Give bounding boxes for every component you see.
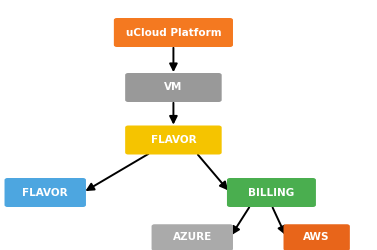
FancyBboxPatch shape [5, 178, 86, 207]
FancyBboxPatch shape [227, 178, 316, 207]
Text: FLAVOR: FLAVOR [150, 135, 196, 145]
Text: AWS: AWS [303, 232, 330, 242]
Text: VM: VM [164, 82, 182, 92]
Text: BILLING: BILLING [248, 188, 294, 198]
FancyBboxPatch shape [284, 224, 350, 250]
FancyBboxPatch shape [125, 126, 222, 154]
FancyBboxPatch shape [125, 73, 222, 102]
FancyBboxPatch shape [152, 224, 233, 250]
FancyBboxPatch shape [114, 18, 233, 47]
Text: uCloud Platform: uCloud Platform [126, 28, 221, 38]
Text: AZURE: AZURE [173, 232, 212, 242]
Text: FLAVOR: FLAVOR [22, 188, 68, 198]
